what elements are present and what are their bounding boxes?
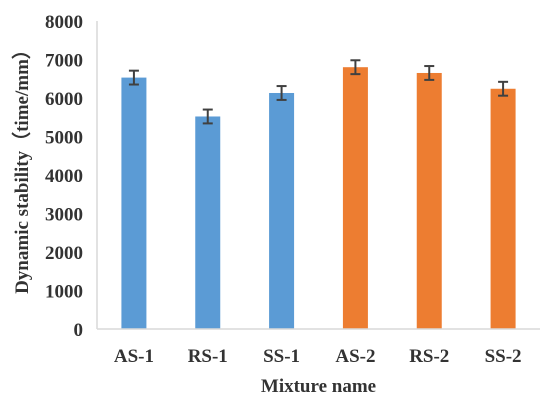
bar-ss-2: [490, 88, 516, 329]
y-tick-label: 3000: [45, 205, 83, 226]
x-tick-label: AS-2: [335, 346, 375, 367]
y-tick-label: 0: [74, 320, 84, 341]
error-bar: [128, 69, 139, 86]
y-axis-title: Dynamic stability（time/mm）: [10, 40, 33, 294]
y-tick-label: 5000: [45, 128, 83, 149]
y-tick-label: 4000: [45, 166, 83, 187]
error-bar: [350, 59, 361, 76]
x-tick-label: SS-1: [263, 346, 300, 367]
bars-layer: [121, 67, 516, 330]
error-bar: [424, 65, 435, 81]
error-bar: [498, 80, 509, 97]
y-tick-label: 1000: [45, 282, 83, 303]
bar-rs-2: [416, 72, 442, 329]
y-tick-label: 2000: [45, 243, 83, 264]
bar-ss-1: [269, 92, 295, 330]
y-tick-label: 6000: [45, 89, 83, 110]
error-bar: [202, 108, 213, 125]
x-tick-label: RS-1: [188, 346, 228, 367]
y-tick-label: 8000: [45, 12, 83, 33]
x-tick-label: AS-1: [114, 346, 154, 367]
x-tick-label: SS-2: [485, 346, 522, 367]
tick-labels-layer: 0 1000 2000 3000 4000 5000 6000 7000 8000 AS-1 RS-…: [45, 12, 522, 367]
y-tick-label: 7000: [45, 51, 83, 72]
axes-layer: [96, 21, 540, 330]
bar-as-2: [342, 67, 368, 329]
x-tick-label: RS-2: [409, 346, 449, 367]
error-bar: [276, 85, 287, 101]
bar-as-1: [121, 77, 147, 329]
x-axis-title: Mixture name: [261, 376, 376, 397]
bar-rs-1: [195, 116, 221, 329]
error-bars-layer: [128, 59, 509, 125]
